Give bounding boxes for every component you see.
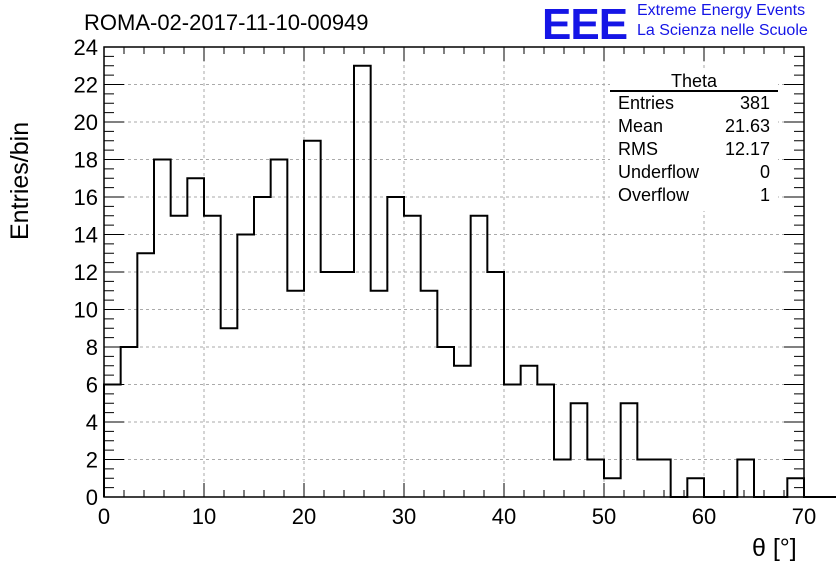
stats-row: Underflow 0 bbox=[618, 162, 770, 184]
x-tick-label: 70 bbox=[792, 504, 816, 529]
histogram-bin bbox=[204, 216, 221, 497]
histogram-bin bbox=[221, 328, 238, 497]
y-axis-label: Entries/bin bbox=[6, 121, 34, 240]
y-tick-label: 24 bbox=[74, 35, 98, 60]
minor-ticks bbox=[103, 46, 805, 498]
chart-title: ROMA-02-2017-11-10-00949 bbox=[84, 10, 369, 35]
histogram-bin bbox=[521, 366, 538, 497]
stats-key: Entries bbox=[618, 93, 675, 113]
stats-value: 21.63 bbox=[724, 116, 770, 136]
stats-row: Overflow 1 bbox=[618, 185, 770, 207]
histogram-bin bbox=[404, 216, 421, 497]
histogram-bin bbox=[304, 141, 321, 497]
x-tick-label: 0 bbox=[98, 504, 110, 529]
histogram-bin bbox=[587, 460, 604, 498]
histogram-bin bbox=[437, 347, 454, 497]
y-tick-label: 16 bbox=[74, 185, 98, 210]
stats-title: Theta bbox=[670, 71, 718, 91]
x-axis-label: θ [°] bbox=[752, 534, 797, 562]
histogram-bin bbox=[621, 403, 638, 497]
histogram-bin bbox=[354, 66, 371, 497]
eee-logo-mark: EEE bbox=[542, 0, 628, 49]
histogram-bin bbox=[271, 160, 288, 498]
histogram-bin bbox=[637, 460, 654, 498]
histogram-bin bbox=[604, 478, 621, 497]
x-tick-label: 10 bbox=[192, 504, 216, 529]
y-tick-label: 12 bbox=[74, 260, 98, 285]
histogram-bin bbox=[687, 478, 704, 497]
histogram-bin bbox=[454, 366, 471, 497]
histogram-bin bbox=[571, 403, 588, 497]
stats-key: RMS bbox=[618, 139, 658, 159]
histogram-bin bbox=[737, 460, 754, 498]
y-tick-label: 4 bbox=[86, 410, 98, 435]
histogram-bin bbox=[504, 385, 521, 498]
y-tick-label: 18 bbox=[74, 148, 98, 173]
histogram-bin bbox=[537, 385, 554, 498]
x-tick-label: 60 bbox=[692, 504, 716, 529]
histogram-bin bbox=[171, 216, 188, 497]
stats-row: Entries 381 bbox=[618, 93, 770, 115]
y-tick-label: 22 bbox=[74, 73, 98, 98]
logo-line-1: Extreme Energy Events bbox=[637, 2, 806, 19]
stats-key: Underflow bbox=[618, 162, 700, 182]
stats-value: 1 bbox=[759, 185, 770, 205]
y-tick-label: 0 bbox=[86, 485, 98, 510]
histogram-bin bbox=[554, 460, 571, 498]
histogram-bin bbox=[471, 216, 488, 497]
histogram-bin bbox=[154, 160, 171, 498]
stats-title-rule bbox=[610, 90, 778, 92]
x-tick-label: 40 bbox=[492, 504, 516, 529]
histogram-bin bbox=[371, 291, 388, 497]
histogram-bin bbox=[137, 253, 154, 497]
stats-value: 0 bbox=[759, 162, 770, 182]
plot-frame bbox=[103, 46, 805, 498]
stats-key: Mean bbox=[618, 116, 664, 136]
stats-box: Theta Entries 381 Mean 21.63 RMS 12.17 U… bbox=[610, 71, 778, 211]
y-tick-label: 2 bbox=[86, 448, 98, 473]
y-tick-label: 8 bbox=[86, 335, 98, 360]
y-tick-label: 6 bbox=[86, 373, 98, 398]
histogram-bin bbox=[654, 460, 671, 498]
x-tick-labels: 0 10 20 30 40 50 60 70 bbox=[98, 504, 816, 529]
stats-key: Overflow bbox=[618, 185, 690, 205]
stats-row: RMS 12.17 bbox=[618, 139, 770, 161]
x-tick-label: 30 bbox=[392, 504, 416, 529]
histogram-bin bbox=[187, 178, 204, 497]
histogram-bin bbox=[387, 197, 404, 497]
y-tick-label: 10 bbox=[74, 298, 98, 323]
histogram-bin bbox=[421, 291, 438, 497]
y-tick-label: 20 bbox=[74, 110, 98, 135]
y-tick-label: 14 bbox=[74, 223, 98, 248]
logo-line-2: La Scienza nelle Scuole bbox=[637, 22, 808, 39]
histogram-bin bbox=[287, 291, 304, 497]
histogram-bin bbox=[237, 235, 254, 498]
stats-value: 381 bbox=[739, 93, 770, 113]
x-tick-label: 20 bbox=[292, 504, 316, 529]
stats-row: Mean 21.63 bbox=[618, 116, 770, 138]
stats-value: 12.17 bbox=[724, 139, 770, 159]
x-tick-label: 50 bbox=[592, 504, 616, 529]
